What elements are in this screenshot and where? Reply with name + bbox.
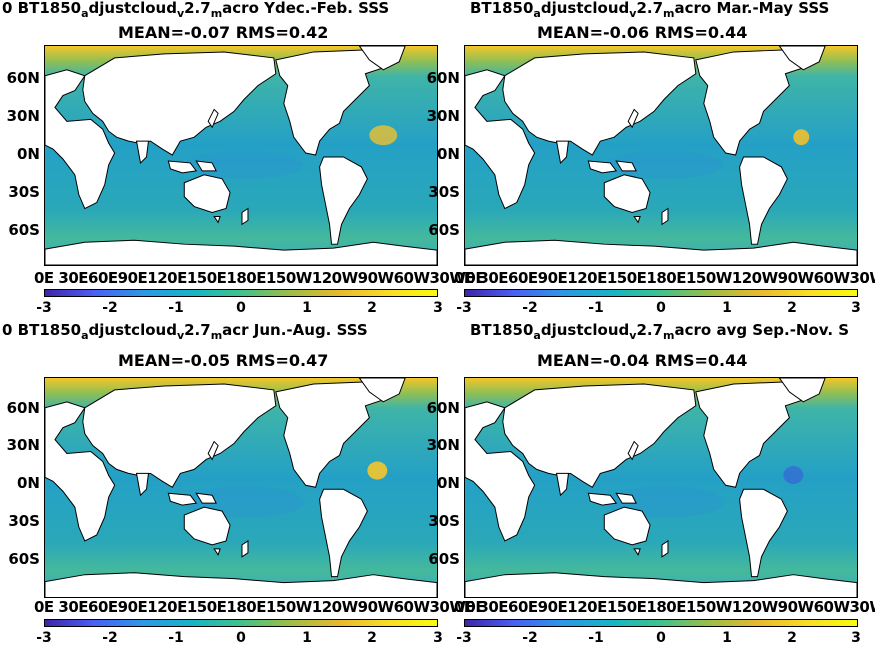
panel-2-title: BT1850adjustcloudv2.7macro Mar.-May SSS [470, 0, 830, 20]
panel-3-cb-tick: 3 [433, 630, 443, 646]
panel-1-title: 0 BT1850adjustcloudv2.7macro Ydec.-Feb. … [2, 0, 390, 20]
panel-4-lon-ticks: 0E 30E60E90E120E150E180E150W120W90W60W30… [454, 598, 875, 616]
panel-3-lon-ticks: 0E 30E60E90E120E150E180E150W120W90W60W30… [34, 598, 486, 616]
panel-2-lat-0n: 0N [437, 145, 460, 163]
panel-4-lat-0n: 0N [437, 474, 460, 492]
panel-4-stats: MEAN=-0.04 RMS=0.44 [537, 351, 748, 370]
panel-1-cb-tick: 0 [236, 300, 246, 316]
panel-4-colorbar [464, 619, 858, 627]
panel-1-lat-60s: 60S [8, 221, 40, 239]
panel-2-cb-tick: -3 [456, 300, 472, 316]
panel-2-cb-tick: -2 [522, 300, 538, 316]
panel-4-lat-30n: 30N [426, 436, 460, 454]
panel-3-stats: MEAN=-0.05 RMS=0.47 [118, 351, 329, 370]
panel-1-lat-30s: 30S [8, 183, 40, 201]
panel-3-cb-tick: 0 [236, 630, 246, 646]
panel-4-cb-tick: 3 [851, 630, 861, 646]
panel-4-lat-30s: 30S [428, 512, 460, 530]
panel-3-cb-tick: 1 [302, 630, 312, 646]
panel-2-cb-tick: 2 [787, 300, 797, 316]
panel-4-cb-tick: 2 [787, 630, 797, 646]
panel-1-cb-tick: 2 [367, 300, 377, 316]
panel-3-title: 0 BT1850adjustcloudv2.7macr Jun.-Aug. SS… [2, 321, 368, 343]
panel-2-cb-tick: 3 [851, 300, 861, 316]
panel-4-lat-60s: 60S [428, 550, 460, 568]
panel-1-lat-30n: 30N [6, 107, 40, 125]
panel-4-cb-tick: 1 [722, 630, 732, 646]
panel-2-map [464, 45, 858, 266]
panel-4-cb-tick: -3 [456, 630, 472, 646]
panel-4-cb-tick: -1 [588, 630, 604, 646]
panel-1-lon-ticks: 0E 30E60E90E120E150E180E150W120W90W60W30… [34, 269, 486, 287]
panel-1-colorbar [44, 289, 438, 297]
panel-2-lat-30s: 30S [428, 183, 460, 201]
panel-3-lat-30n: 30N [6, 436, 40, 454]
panel-4-cb-tick: 0 [656, 630, 666, 646]
panel-2-lat-30n: 30N [426, 107, 460, 125]
panel-2-cb-tick: 0 [656, 300, 666, 316]
panel-4-lat-60n: 60N [426, 399, 460, 417]
panel-2-lon-ticks: 0E 30E60E90E120E150E180E150W120W90W60W30… [454, 269, 875, 287]
panel-3-cb-tick: -3 [36, 630, 52, 646]
panel-1-cb-tick: 1 [302, 300, 312, 316]
panel-4-cb-tick: -2 [522, 630, 538, 646]
panel-3-cb-tick: -2 [102, 630, 118, 646]
panel-3-map [44, 377, 438, 598]
panel-3-lat-60n: 60N [6, 399, 40, 417]
panel-2-lat-60s: 60S [428, 221, 460, 239]
panel-1-cb-tick: -2 [102, 300, 118, 316]
panel-3-lat-30s: 30S [8, 512, 40, 530]
panel-2-stats: MEAN=-0.06 RMS=0.44 [537, 23, 748, 42]
panel-1-lat-0n: 0N [17, 145, 40, 163]
panel-2-lat-60n: 60N [426, 69, 460, 87]
panel-2-cb-tick: 1 [722, 300, 732, 316]
panel-4-map [464, 377, 858, 598]
panel-1-cb-tick: 3 [433, 300, 443, 316]
panel-3-cb-tick: -1 [168, 630, 184, 646]
panel-3-cb-tick: 2 [367, 630, 377, 646]
panel-1-lat-60n: 60N [6, 69, 40, 87]
panel-1-cb-tick: -1 [168, 300, 184, 316]
panel-3-lat-0n: 0N [17, 474, 40, 492]
panel-2-colorbar [464, 289, 858, 297]
panel-1-stats: MEAN=-0.07 RMS=0.42 [118, 23, 329, 42]
panel-4-title: BT1850adjustcloudv2.7macro avg Sep.-Nov.… [470, 321, 850, 343]
panel-3-colorbar [44, 619, 438, 627]
panel-3-lat-60s: 60S [8, 550, 40, 568]
panel-1-cb-tick: -3 [36, 300, 52, 316]
panel-2-cb-tick: -1 [588, 300, 604, 316]
panel-1-map [44, 45, 438, 266]
